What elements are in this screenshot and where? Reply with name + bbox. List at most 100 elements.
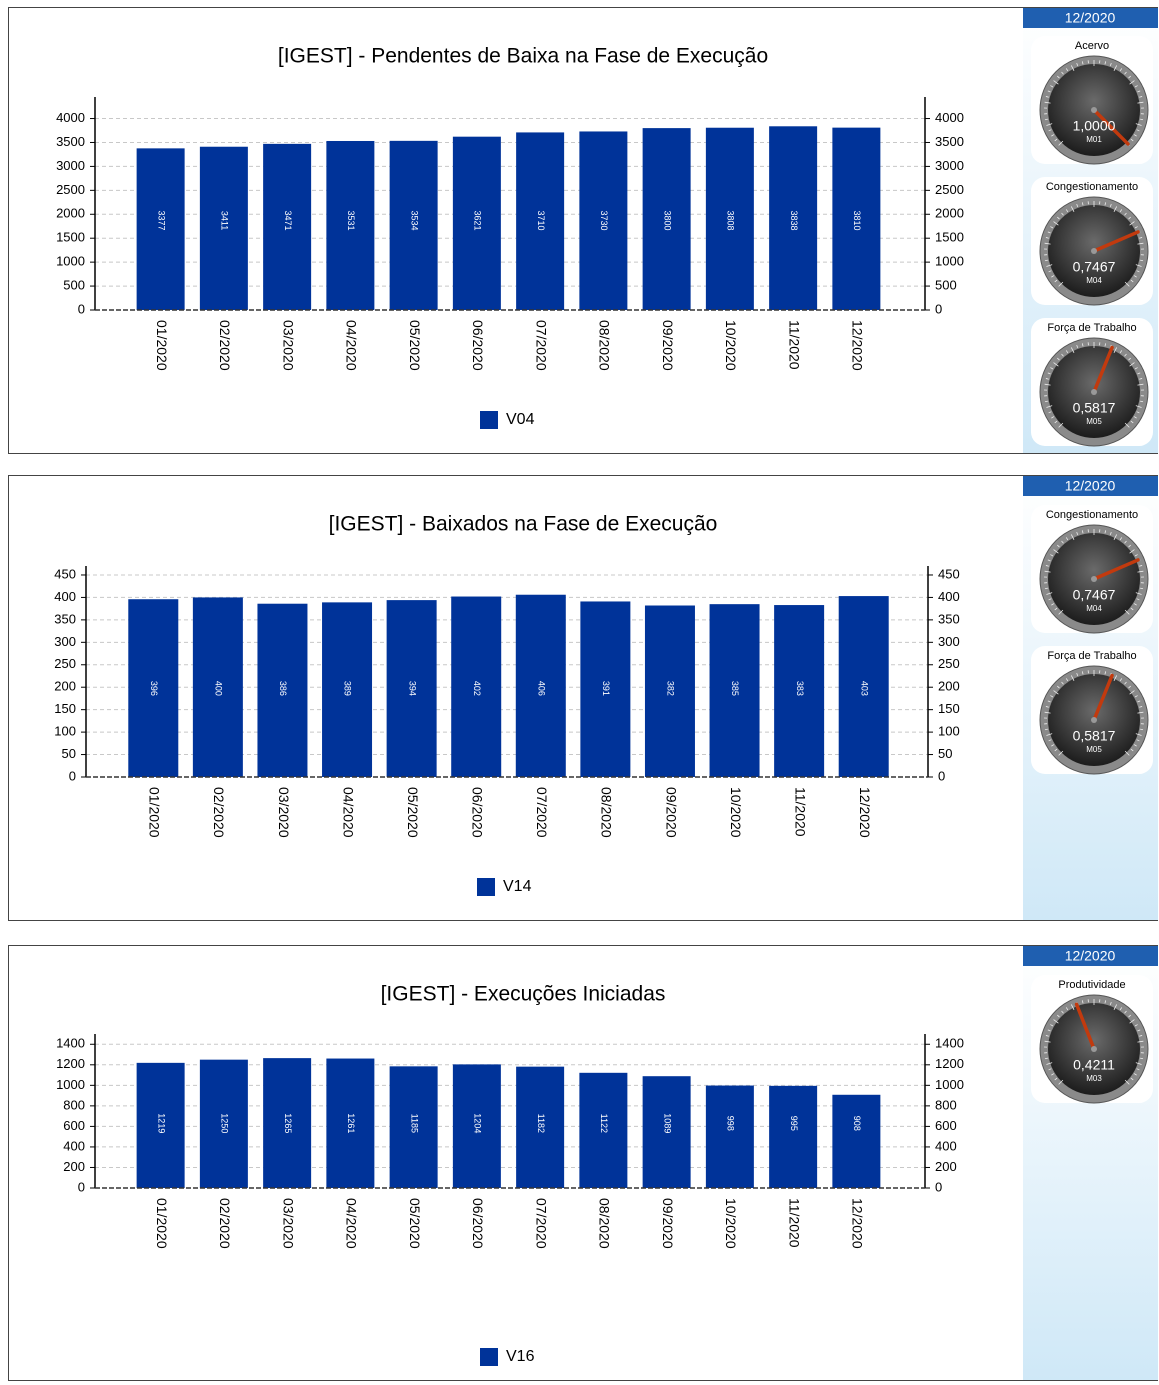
bar [136,148,185,310]
gauge-tick [1053,80,1059,85]
bar [705,1085,754,1188]
gauge-tick [1129,549,1135,554]
value-label: 389 [343,681,353,696]
gauge-tick [1104,202,1107,206]
gauge-tick [1134,554,1138,557]
chart-title: [IGEST] - Baixados na Fase de Execução [329,513,718,536]
x-tick-label: 12/2020 [850,320,866,371]
value-label: 396 [149,681,159,696]
y2-tick-label: 3500 [935,134,964,149]
period-header [1023,946,1158,966]
bar [642,128,691,310]
gauge-tick [1130,138,1134,142]
gauge-tick [1124,422,1130,428]
gauge-tick [1104,1000,1107,1004]
gauge-tick [1047,231,1051,234]
gauge-tick [1137,90,1141,93]
y2-tick-label: 200 [935,1159,957,1174]
gauge-tick [1130,607,1134,611]
gauge-tick [1045,378,1049,380]
gauge-tick [1048,411,1052,414]
value-label: 3411 [220,211,230,230]
gauge-tick [1136,270,1140,273]
gauge-tick [1124,750,1130,756]
gauge-tick [1137,372,1141,375]
legend-swatch [477,878,495,896]
gauge-tick [1076,531,1079,536]
gauge-tick [1119,350,1123,354]
gauge-tick [1134,695,1138,698]
x-tick-label: 07/2020 [533,1198,549,1249]
y-tick-label: 1500 [56,230,85,245]
gauge-tick [1104,530,1107,534]
y-tick-label: 600 [63,1118,85,1133]
value-label: 1250 [220,1113,230,1133]
gauge-tick [1050,554,1054,557]
y-tick-label: 0 [69,768,76,783]
gauge-tick [1044,1040,1051,1043]
y2-tick-label: 400 [938,589,960,604]
gauge-tick [1054,607,1058,611]
gauge-tick [1113,675,1118,681]
gauge-tick [1047,559,1051,562]
gauge-needle [1092,673,1114,722]
bar [838,596,889,777]
y2-tick-label: 450 [938,566,960,581]
y-tick-label: 2000 [56,206,85,221]
gauge-value: 0,4211 [1073,1057,1115,1073]
gauge-tick [1048,1068,1052,1071]
gauge-tick [1113,534,1118,540]
gauge-tick [1047,700,1051,703]
gauge-tick [1133,1073,1137,1076]
gauge-tick [1057,685,1060,689]
gauge-hub [1091,576,1097,582]
gauge-tick [1124,281,1130,287]
gauge-tick [1053,549,1059,554]
gauge-tick [1109,531,1112,536]
bar [516,132,565,310]
y-tick-label: 1000 [56,1077,85,1092]
gauge-tick [1050,367,1054,370]
gauge-tick [1051,1073,1055,1076]
y-tick-label: 150 [54,701,76,716]
x-tick-label: 03/2020 [280,1198,296,1249]
bar [128,599,179,777]
gauge-tick [1047,372,1051,375]
y-tick-label: 200 [54,679,76,694]
bar [452,136,501,310]
value-label: 1204 [473,1113,483,1133]
gauge-tick [1057,75,1060,79]
gauge-tick [1070,534,1075,540]
gauge-tick [1140,400,1144,403]
gauge-tick [1061,1010,1064,1014]
gauge-tick [1044,101,1051,104]
y-tick-label: 1000 [56,254,85,269]
gauge-tick [1140,728,1144,731]
gauge-code: M01 [1086,135,1102,144]
bar [774,605,825,777]
gauge-tick [1139,1035,1143,1037]
gauge-tick [1065,350,1069,354]
y-tick-label: 3000 [56,158,85,173]
bar [257,603,308,777]
gauge-tick [1053,362,1059,367]
gauge-tick [1133,134,1137,137]
gauge-tick [1081,530,1084,534]
legend-label: V16 [506,1348,535,1365]
gauge-code: M03 [1086,1074,1102,1083]
y2-tick-label: 0 [935,301,942,316]
gauge-tick [1044,259,1048,262]
gauge-tick [1047,90,1051,93]
value-label: 1219 [156,1113,166,1133]
bar [579,131,628,310]
gauge-tick [1045,96,1049,98]
gauge-tick [1134,226,1138,229]
gauge-tick [1046,123,1053,126]
gauge-tick [1124,212,1127,216]
gauge-tick [1137,242,1144,245]
gauge-title: Acervo [1075,40,1109,52]
gauge-tick [1137,383,1144,386]
y-tick-label: 50 [62,746,76,761]
bar [709,604,760,777]
value-label: 402 [472,681,482,696]
